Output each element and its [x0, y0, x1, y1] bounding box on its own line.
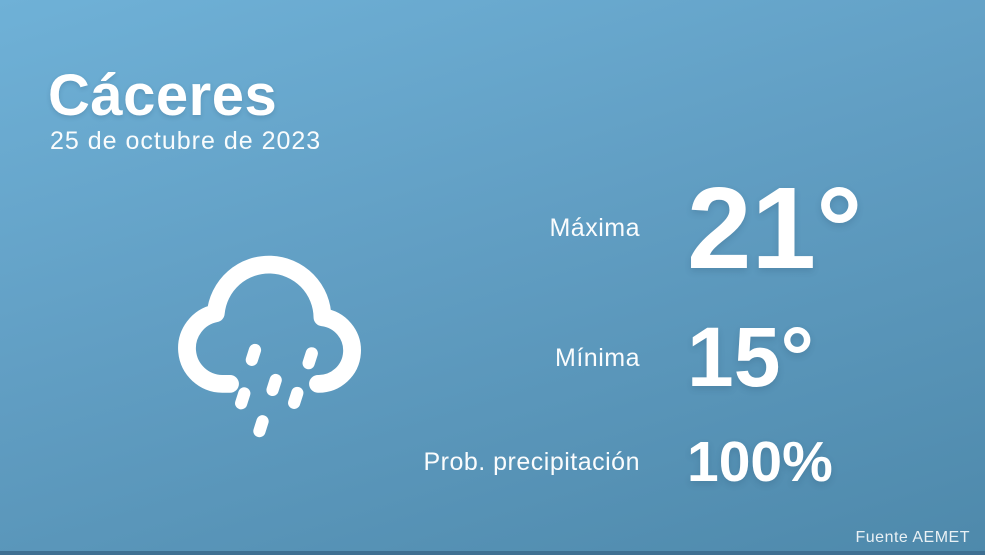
precipitation-label: Prob. precipitación	[423, 447, 640, 476]
bottom-accent-bar	[0, 551, 985, 555]
min-temp-label: Mínima	[555, 343, 640, 372]
cloud-outline	[178, 255, 361, 393]
max-temp-label: Máxima	[549, 213, 640, 242]
forecast-date: 25 de octubre de 2023	[50, 127, 322, 155]
source-attribution: Fuente AEMET	[855, 529, 970, 546]
max-temp-value: 21°	[687, 162, 863, 293]
rain-drops	[235, 343, 318, 438]
precipitation-value: 100%	[687, 429, 833, 494]
stat-row-max: Máxima 21°	[0, 158, 985, 298]
location-title: Cáceres	[48, 63, 278, 128]
cloud-rain-icon	[171, 248, 367, 444]
min-temp-value: 15°	[687, 310, 815, 405]
stat-row-min: Mínima 15°	[0, 298, 985, 418]
stat-row-precipitation: Prob. precipitación 100%	[0, 408, 985, 516]
